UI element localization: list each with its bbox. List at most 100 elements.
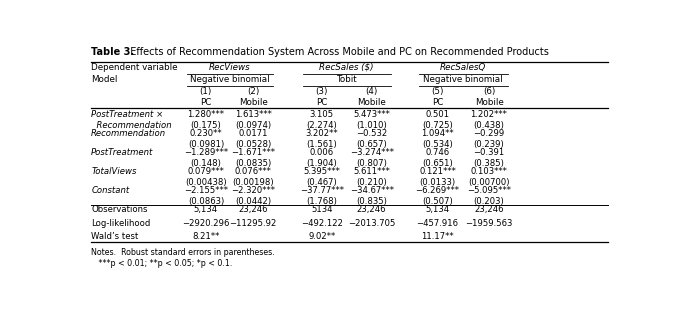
Text: (0.210): (0.210) [356, 178, 387, 187]
Text: (0.00438): (0.00438) [185, 178, 227, 187]
Text: Tobit: Tobit [336, 75, 356, 84]
Text: 23,246: 23,246 [474, 205, 504, 214]
Text: −34.67***: −34.67*** [350, 186, 394, 195]
Text: 0.103***: 0.103*** [471, 167, 507, 176]
Text: (0.725): (0.725) [422, 121, 453, 130]
Text: 3.105: 3.105 [310, 110, 334, 119]
Text: −2013.705: −2013.705 [348, 219, 395, 228]
Text: (6): (6) [483, 88, 495, 97]
Text: (0.0528): (0.0528) [235, 140, 272, 149]
Text: Recommendation: Recommendation [91, 121, 172, 130]
Text: Mobile: Mobile [475, 98, 503, 107]
Text: −37.77***: −37.77*** [299, 186, 344, 195]
Text: 0.006: 0.006 [310, 148, 334, 157]
Text: −2920.296: −2920.296 [182, 219, 230, 228]
Text: (0.00700): (0.00700) [469, 178, 510, 187]
Text: PostTreatment: PostTreatment [91, 148, 153, 157]
Text: (0.534): (0.534) [422, 140, 453, 149]
Text: Model: Model [91, 75, 117, 84]
Text: 9.02**: 9.02** [308, 232, 335, 241]
Text: 0.121***: 0.121*** [419, 167, 456, 176]
Text: 5,134: 5,134 [194, 205, 218, 214]
Text: (1.010): (1.010) [356, 121, 387, 130]
Text: −3.274***: −3.274*** [350, 148, 394, 157]
Text: 5,134: 5,134 [425, 205, 449, 214]
Text: (0.0835): (0.0835) [235, 159, 272, 168]
Text: −11295.92: −11295.92 [230, 219, 277, 228]
Text: (0.657): (0.657) [356, 140, 387, 149]
Text: −1.289***: −1.289*** [184, 148, 228, 157]
Text: −2.155***: −2.155*** [184, 186, 228, 195]
Text: RecSalesQ: RecSalesQ [440, 63, 486, 72]
Text: −1.671***: −1.671*** [232, 148, 275, 157]
Text: PC: PC [316, 98, 327, 107]
Text: Dependent variable: Dependent variable [91, 63, 178, 72]
Text: (0.203): (0.203) [474, 197, 504, 206]
Text: Recommendation: Recommendation [91, 129, 166, 138]
Text: (0.00198): (0.00198) [232, 178, 274, 187]
Text: Mobile: Mobile [239, 98, 268, 107]
Text: −0.391: −0.391 [473, 148, 504, 157]
Text: (0.0974): (0.0974) [235, 121, 272, 130]
Text: PC: PC [432, 98, 443, 107]
Text: −492.122: −492.122 [301, 219, 343, 228]
Text: Log-likelihood: Log-likelihood [91, 219, 151, 228]
Text: 1.094**: 1.094** [421, 129, 454, 138]
Text: (0.807): (0.807) [356, 159, 387, 168]
Text: −457.916: −457.916 [416, 219, 458, 228]
Text: −0.299: −0.299 [473, 129, 504, 138]
Text: Constant: Constant [91, 186, 130, 195]
Text: (4): (4) [365, 88, 378, 97]
Text: 5.395***: 5.395*** [304, 167, 340, 176]
Text: (5): (5) [431, 88, 443, 97]
Text: 5.473***: 5.473*** [353, 110, 390, 119]
Text: TotalViews: TotalViews [91, 167, 136, 176]
Text: (1.768): (1.768) [306, 197, 337, 206]
Text: (0.0863): (0.0863) [188, 197, 224, 206]
Text: Negative binomial: Negative binomial [424, 75, 503, 84]
Text: Observations: Observations [91, 205, 148, 214]
Text: 11.17**: 11.17** [421, 232, 454, 241]
Text: Effects of Recommendation System Across Mobile and PC on Recommended Products: Effects of Recommendation System Across … [124, 46, 549, 56]
Text: (0.175): (0.175) [191, 121, 221, 130]
Text: (0.0442): (0.0442) [235, 197, 272, 206]
Text: (0.835): (0.835) [356, 197, 387, 206]
Text: (0.0981): (0.0981) [188, 140, 224, 149]
Text: (0.0133): (0.0133) [420, 178, 456, 187]
Text: (1.561): (1.561) [306, 140, 337, 149]
Text: (0.651): (0.651) [422, 159, 453, 168]
Text: 5.611***: 5.611*** [353, 167, 390, 176]
Text: (0.438): (0.438) [473, 121, 504, 130]
Text: 23,246: 23,246 [357, 205, 386, 214]
Text: Notes.  Robust standard errors in parentheses.: Notes. Robust standard errors in parenth… [91, 248, 275, 257]
Text: 1.613***: 1.613*** [235, 110, 272, 119]
Text: (0.507): (0.507) [422, 197, 453, 206]
Text: −0.532: −0.532 [356, 129, 387, 138]
Text: Wald’s test: Wald’s test [91, 232, 139, 241]
Text: Mobile: Mobile [357, 98, 386, 107]
Text: 8.21**: 8.21** [192, 232, 219, 241]
Text: (2.274): (2.274) [306, 121, 337, 130]
Text: (0.239): (0.239) [474, 140, 504, 149]
Text: RecViews: RecViews [208, 63, 251, 72]
Text: 5134: 5134 [311, 205, 333, 214]
Text: (1.904): (1.904) [306, 159, 337, 168]
Text: 0.079***: 0.079*** [187, 167, 224, 176]
Text: Negative binomial: Negative binomial [189, 75, 270, 84]
Text: −5.095***: −5.095*** [467, 186, 511, 195]
Text: −2.320***: −2.320*** [232, 186, 275, 195]
Text: Table 3.: Table 3. [91, 46, 134, 56]
Text: (3): (3) [316, 88, 328, 97]
Text: 3.202**: 3.202** [306, 129, 338, 138]
Text: (0.148): (0.148) [191, 159, 221, 168]
Text: ***p < 0.01; **p < 0.05; *p < 0.1.: ***p < 0.01; **p < 0.05; *p < 0.1. [91, 259, 233, 268]
Text: 23,246: 23,246 [238, 205, 268, 214]
Text: 1.280***: 1.280*** [187, 110, 224, 119]
Text: 0.230**: 0.230** [189, 129, 222, 138]
Text: (0.385): (0.385) [473, 159, 504, 168]
Text: PostTreatment ×: PostTreatment × [91, 110, 164, 119]
Text: PC: PC [200, 98, 212, 107]
Text: 0.501: 0.501 [425, 110, 449, 119]
Text: 0.746: 0.746 [425, 148, 449, 157]
Text: 0.0171: 0.0171 [238, 129, 268, 138]
